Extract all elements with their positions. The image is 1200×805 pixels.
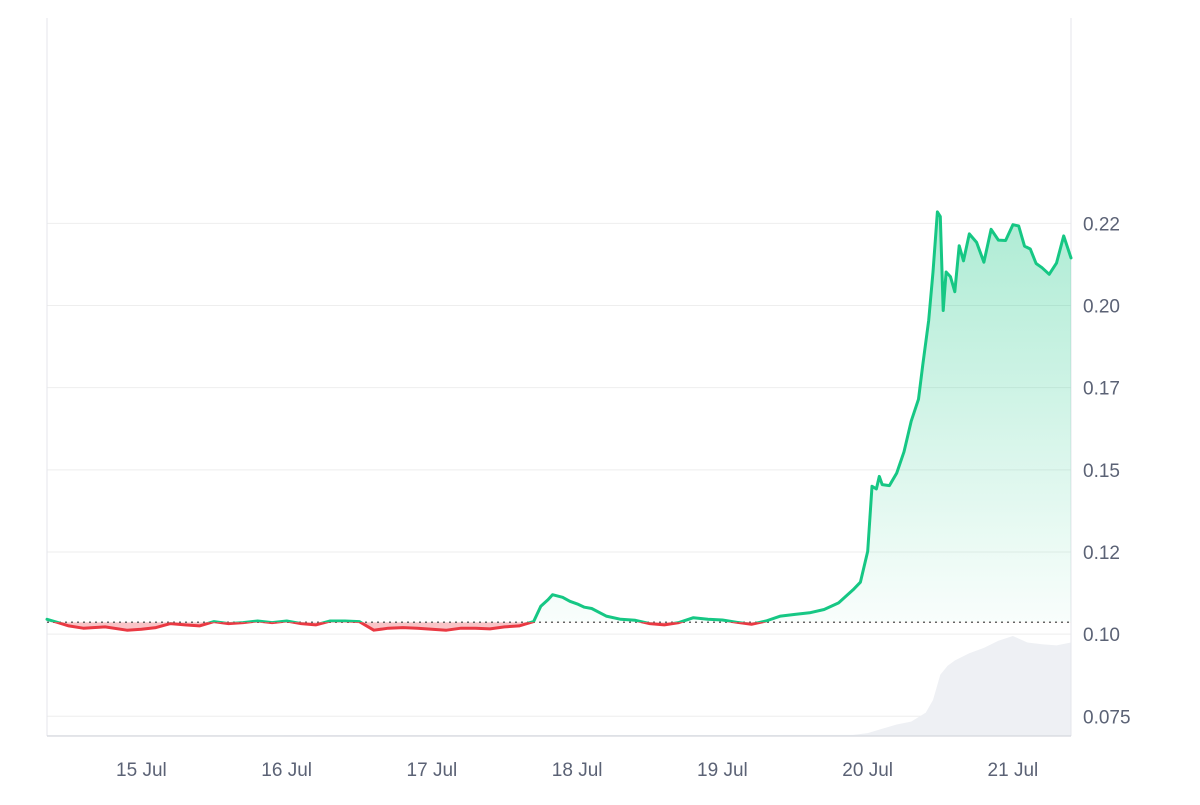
y-axis-ticks: 0.075 0.10 0.12 0.15 0.17 0.20 0.22 xyxy=(1083,214,1131,728)
x-tick-label: 18 Jul xyxy=(552,760,603,781)
y-tick-label: 0.10 xyxy=(1083,625,1120,646)
x-tick-label: 19 Jul xyxy=(697,760,748,781)
x-tick-label: 20 Jul xyxy=(842,760,893,781)
y-tick-label: 0.22 xyxy=(1083,214,1120,235)
y-tick-label: 0.20 xyxy=(1083,297,1120,318)
x-tick-label: 21 Jul xyxy=(988,760,1039,781)
plot-frame xyxy=(46,18,1072,737)
price-area-below-baseline xyxy=(57,622,761,631)
y-tick-label: 0.15 xyxy=(1083,461,1120,482)
price-area-above-baseline xyxy=(47,211,1071,623)
grid-lines xyxy=(47,222,1071,717)
volume-area xyxy=(47,636,1071,736)
x-tick-label: 15 Jul xyxy=(116,760,167,781)
y-tick-label: 0.12 xyxy=(1083,543,1120,564)
x-axis-ticks: 15 Jul 16 Jul 17 Jul 18 Jul 19 Jul 20 Jul 21 J… xyxy=(116,760,1038,781)
y-tick-label: 0.075 xyxy=(1083,707,1131,728)
x-tick-label: 16 Jul xyxy=(261,760,312,781)
x-tick-label: 17 Jul xyxy=(407,760,458,781)
y-tick-label: 0.17 xyxy=(1083,379,1120,400)
price-line-above-baseline[interactable] xyxy=(45,210,1073,630)
